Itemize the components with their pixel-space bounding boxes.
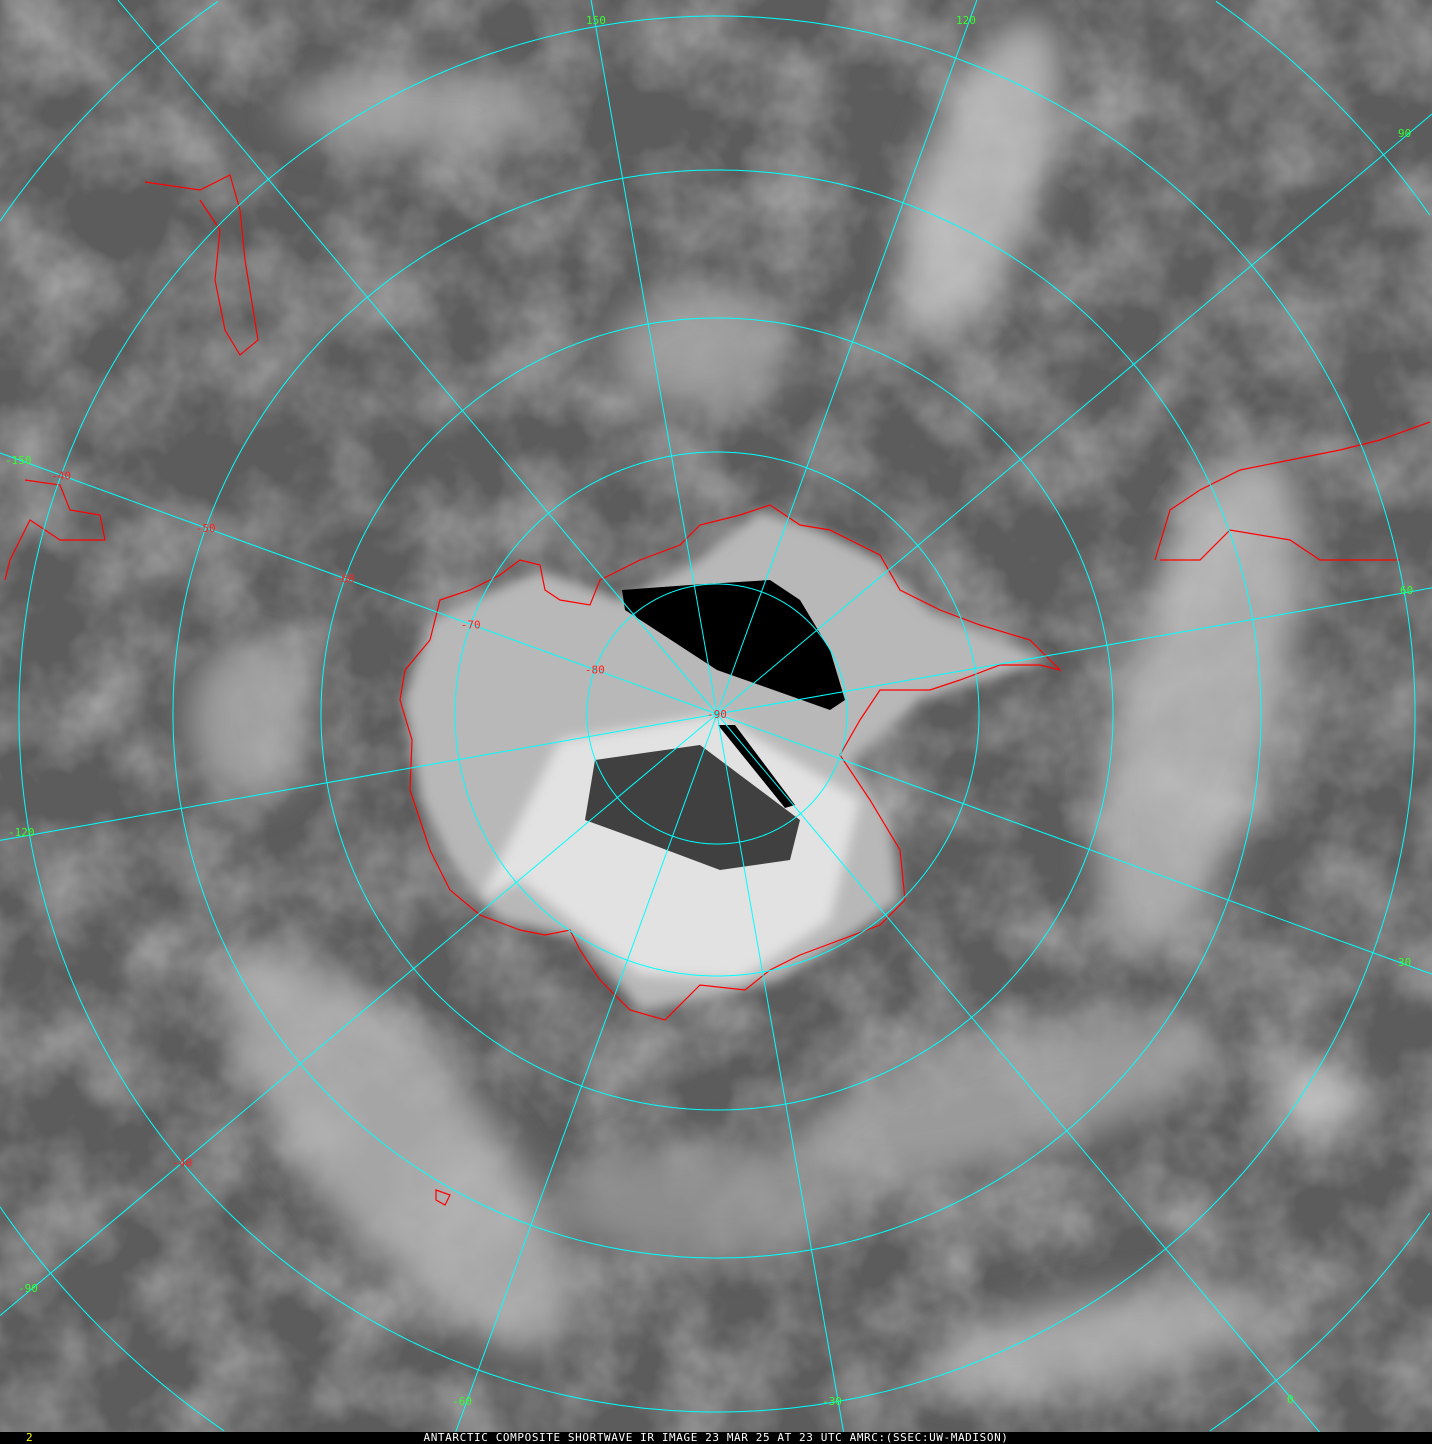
longitude-label: 60: [1400, 584, 1413, 597]
latitude-label: -60: [335, 573, 355, 586]
caption-bar: 2 ANTARCTIC COMPOSITE SHORTWAVE IR IMAGE…: [0, 1431, 1432, 1444]
new-zealand-outline: [144, 174, 259, 356]
longitude-label: 90: [1398, 127, 1411, 140]
antarctic-ice-sheet: [405, 510, 1050, 1010]
latitude-circle: [320, 317, 1114, 1111]
latitude-circle: [18, 15, 1416, 1413]
missing-data-sector: [622, 580, 845, 710]
meridian-line: [455, 713, 718, 1432]
meridian-line: [716, 587, 1432, 715]
meridian-line: [716, 713, 1432, 975]
meridian-line: [716, 713, 845, 1432]
longitude-label: 30: [1398, 956, 1411, 969]
coastline: [4, 174, 1431, 1206]
longitude-label: -120: [8, 826, 35, 839]
latitude-label: -80: [585, 664, 605, 677]
longitude-label: -90: [18, 1282, 38, 1295]
longitude-label: 0: [1287, 1393, 1294, 1406]
meridian-line: [716, 113, 1432, 715]
latitude-circle: [454, 451, 980, 977]
meridian-line: [716, 713, 1320, 1432]
longitude-label: 150: [586, 14, 606, 27]
meridian-line: [0, 713, 718, 841]
longitude-label: -150: [5, 454, 32, 467]
latitude-circle: [172, 169, 1262, 1259]
image-caption: ANTARCTIC COMPOSITE SHORTWAVE IR IMAGE 2…: [423, 1431, 1009, 1444]
latitude-circle: [586, 583, 848, 845]
meridian-line: [716, 0, 978, 715]
latitude-label: -50: [196, 522, 216, 535]
frame-number: 2: [26, 1431, 33, 1444]
missing-data-speckle: [585, 745, 800, 870]
meridian-line: [117, 0, 718, 715]
longitude-label: -30: [822, 1395, 842, 1408]
latitude-label: -90: [707, 708, 727, 721]
longitude-label: 120: [956, 14, 976, 27]
graticule-labels: 150 120 90 60 30 0 -30 -60 -90 -120 -150 -40 -50 -60 -…: [5, 14, 1413, 1408]
longitude-label: -60: [452, 1395, 472, 1408]
latitude-label: -40: [51, 469, 71, 482]
meridian-line: [0, 713, 718, 1316]
latitude-label: -70: [461, 618, 481, 631]
meridian-line: [590, 0, 718, 715]
meridian-line: [0, 452, 718, 715]
missing-data-strip: [718, 725, 795, 808]
latitude-label: -40: [172, 1157, 192, 1170]
